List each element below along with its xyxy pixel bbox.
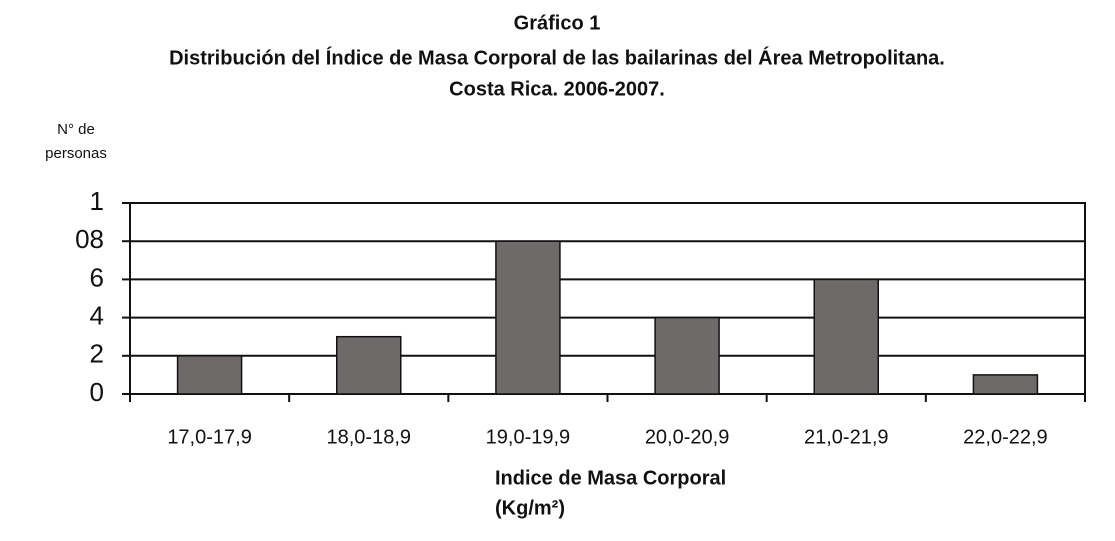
bar bbox=[972, 374, 1039, 395]
y-axis-label: N° de bbox=[57, 121, 95, 138]
y-tick-label: 0 bbox=[90, 377, 104, 407]
y-tick-label: 08 bbox=[75, 224, 104, 254]
y-tick-label: 6 bbox=[90, 262, 104, 292]
bar bbox=[176, 355, 243, 395]
x-tick-label: 20,0-20,9 bbox=[645, 426, 730, 448]
x-tick-label: 22,0-22,9 bbox=[963, 426, 1048, 448]
plot-area bbox=[129, 202, 1086, 395]
x-tick-label: 19,0-19,9 bbox=[486, 426, 571, 448]
chart-title: Gráfico 1 bbox=[514, 12, 601, 34]
x-tick-label: 18,0-18,9 bbox=[326, 426, 411, 448]
y-tick-label: 2 bbox=[90, 339, 104, 369]
chart-subtitle: Distribución del Índice de Masa Corporal… bbox=[169, 46, 945, 69]
bar bbox=[336, 335, 402, 395]
bar bbox=[813, 278, 879, 395]
y-tick-label: 4 bbox=[90, 300, 104, 330]
y-tick-label: 1 bbox=[90, 186, 104, 216]
x-tick-label: 17,0-17,9 bbox=[167, 426, 252, 448]
bar bbox=[654, 316, 720, 395]
bar bbox=[495, 240, 561, 395]
x-axis-label: Indice de Masa Corporal bbox=[495, 467, 726, 489]
chart-subtitle: Costa Rica. 2006-2007. bbox=[449, 78, 665, 100]
y-axis-label: personas bbox=[45, 145, 107, 162]
x-axis-label: (Kg/m²) bbox=[495, 497, 565, 519]
x-tick-label: 21,0-21,9 bbox=[804, 426, 889, 448]
